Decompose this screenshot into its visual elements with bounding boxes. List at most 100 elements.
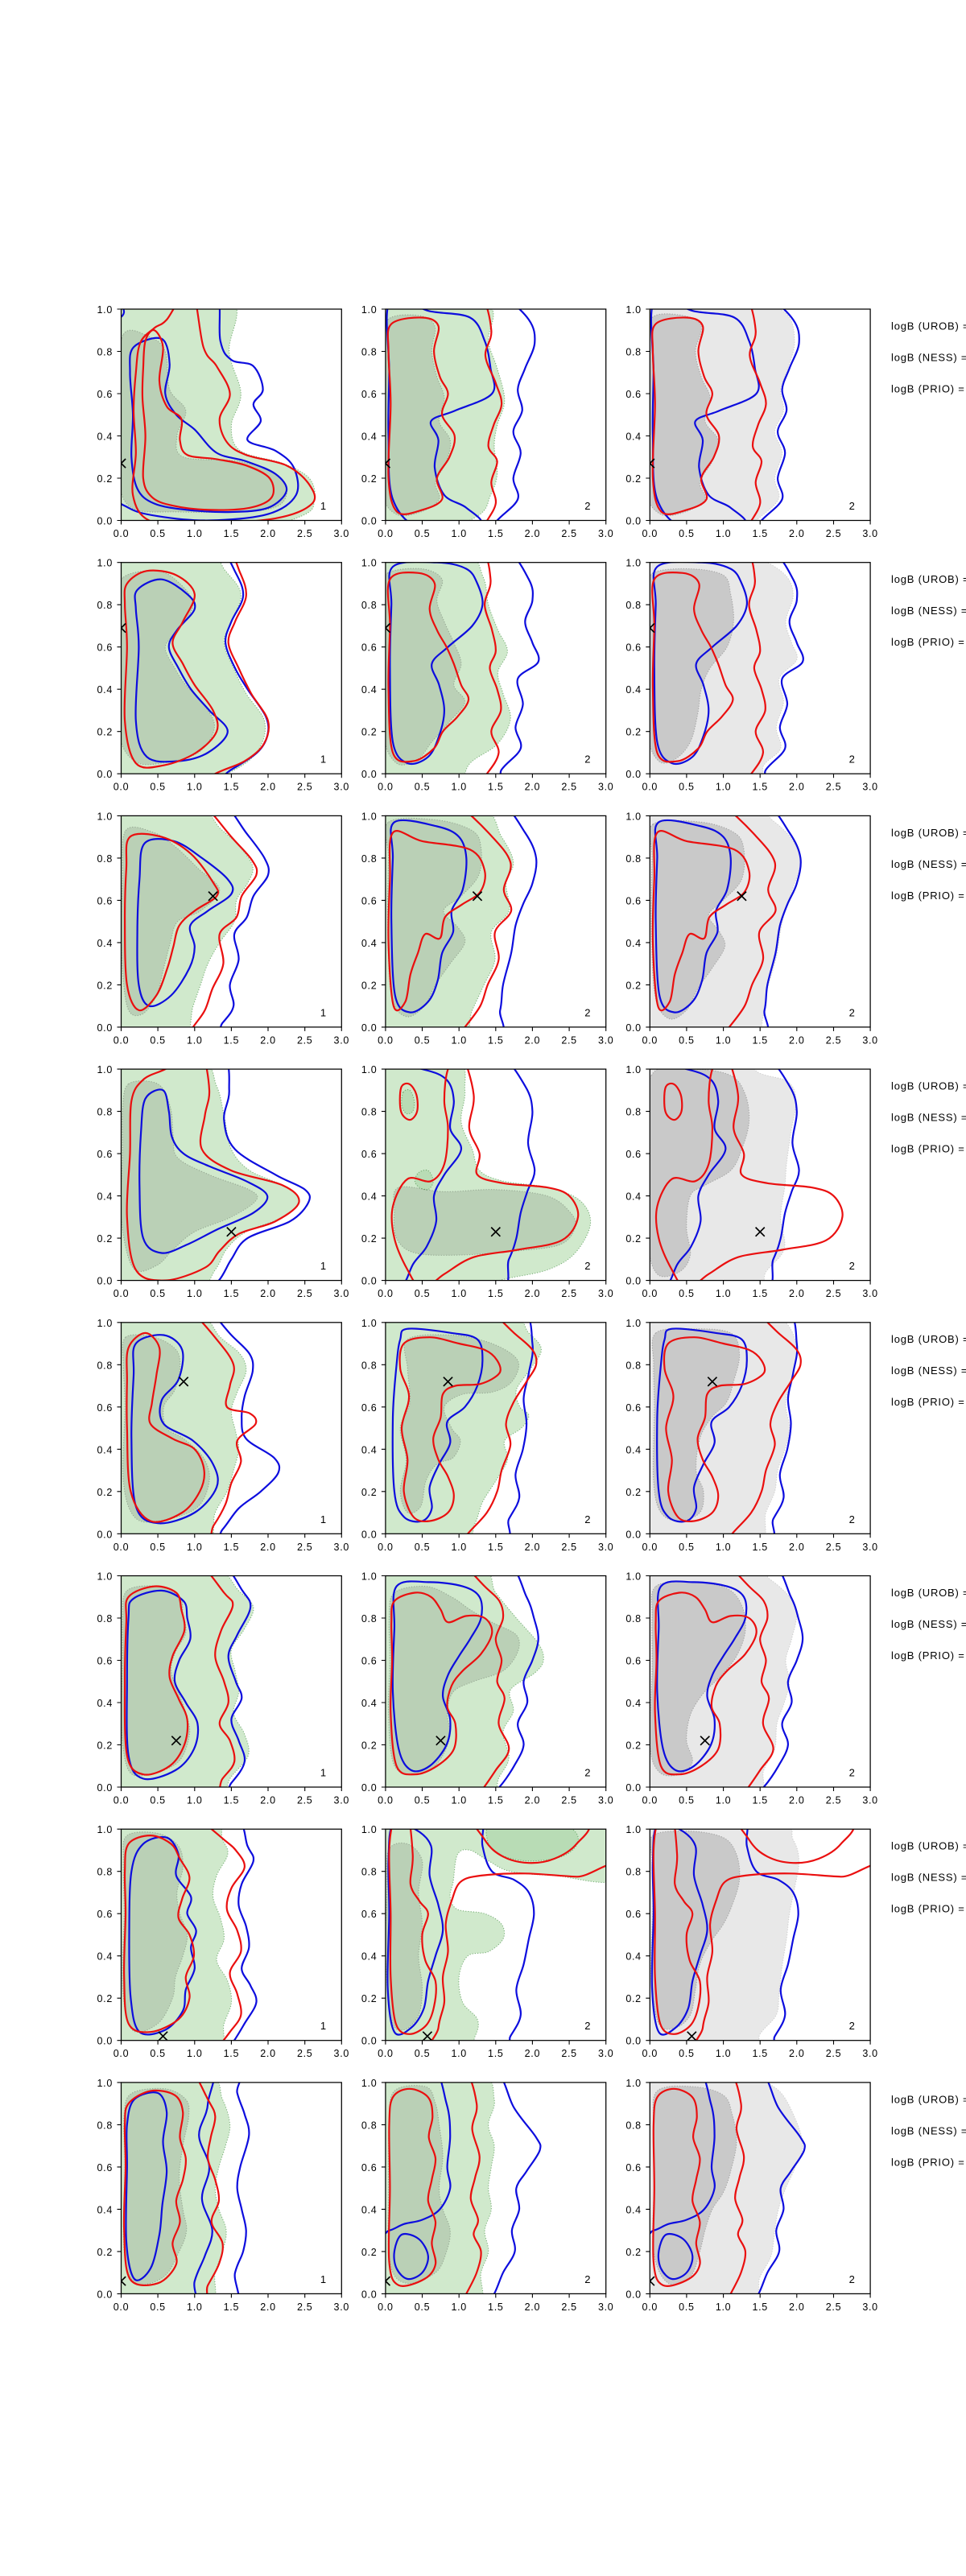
svg-text:0.5: 0.5	[679, 782, 694, 793]
svg-text:0.8: 0.8	[625, 600, 641, 611]
svg-text:2.5: 2.5	[561, 2048, 576, 2059]
svg-text:logB (NESS) = 1.27: logB (NESS) = 1.27	[891, 1872, 966, 1884]
svg-text:0.4: 0.4	[361, 1698, 377, 1709]
svg-text:0.0: 0.0	[642, 782, 658, 793]
svg-text:2: 2	[584, 1260, 590, 1272]
svg-text:0.8: 0.8	[361, 853, 377, 865]
svg-text:logB (UROB) = 0.62: logB (UROB) = 0.62	[891, 1840, 966, 1852]
svg-text:2.0: 2.0	[525, 1034, 540, 1046]
svg-text:3.0: 3.0	[334, 1795, 349, 1806]
svg-text:0.5: 0.5	[150, 2048, 165, 2059]
svg-text:0.4: 0.4	[625, 2204, 641, 2215]
svg-text:1.5: 1.5	[224, 528, 239, 539]
svg-text:1.0: 1.0	[361, 1571, 377, 1583]
svg-text:1: 1	[320, 2020, 326, 2032]
svg-text:0.8: 0.8	[97, 600, 113, 611]
svg-text:1.5: 1.5	[224, 2301, 239, 2313]
svg-text:2: 2	[849, 1767, 855, 1779]
svg-text:1.5: 1.5	[752, 528, 767, 539]
svg-text:3.0: 3.0	[598, 782, 613, 793]
svg-text:0.5: 0.5	[415, 1034, 430, 1046]
svg-text:1.0: 1.0	[361, 304, 377, 316]
svg-text:0.4: 0.4	[625, 684, 641, 696]
svg-text:2.0: 2.0	[260, 528, 275, 539]
svg-text:0.6: 0.6	[361, 2162, 377, 2174]
svg-text:1: 1	[320, 1513, 326, 1525]
svg-text:2.0: 2.0	[789, 528, 804, 539]
svg-text:0.8: 0.8	[625, 1867, 641, 1878]
svg-text:0.4: 0.4	[361, 684, 377, 696]
svg-text:0.5: 0.5	[150, 782, 165, 793]
svg-text:0.2: 0.2	[97, 1233, 113, 1245]
svg-text:0.2: 0.2	[97, 1740, 113, 1752]
svg-text:2: 2	[584, 1006, 590, 1018]
svg-text:0.0: 0.0	[114, 1288, 129, 1299]
svg-text:0.2: 0.2	[361, 1740, 377, 1752]
svg-text:2.5: 2.5	[297, 528, 312, 539]
svg-text:3.0: 3.0	[598, 2048, 613, 2059]
svg-text:0.8: 0.8	[625, 347, 641, 358]
svg-text:0.5: 0.5	[679, 1542, 694, 1553]
svg-text:0.2: 0.2	[361, 473, 377, 485]
svg-text:0.5: 0.5	[415, 1795, 430, 1806]
svg-text:0.0: 0.0	[378, 1034, 393, 1046]
svg-text:2.0: 2.0	[525, 1542, 540, 1553]
svg-text:2: 2	[584, 1513, 590, 1525]
svg-text:logB (NESS) = 1.27: logB (NESS) = 1.27	[891, 351, 966, 363]
svg-text:0.8: 0.8	[625, 2120, 641, 2131]
svg-text:1.5: 1.5	[752, 1034, 767, 1046]
svg-text:2.5: 2.5	[297, 1288, 312, 1299]
svg-text:2.5: 2.5	[826, 2048, 841, 2059]
svg-text:1.0: 1.0	[187, 2048, 202, 2059]
svg-text:1.0: 1.0	[716, 2048, 731, 2059]
svg-text:1.0: 1.0	[97, 304, 113, 316]
svg-text:2.0: 2.0	[260, 1542, 275, 1553]
svg-text:0.4: 0.4	[97, 431, 113, 443]
svg-text:2.5: 2.5	[561, 528, 576, 539]
svg-text:0.0: 0.0	[361, 1782, 377, 1794]
svg-text:0.0: 0.0	[378, 2048, 393, 2059]
svg-text:0.5: 0.5	[679, 528, 694, 539]
svg-text:0.5: 0.5	[679, 1288, 694, 1299]
svg-text:1.0: 1.0	[361, 2078, 377, 2089]
svg-text:0.0: 0.0	[97, 1276, 113, 1287]
svg-text:0.5: 0.5	[415, 1542, 430, 1553]
svg-text:3.0: 3.0	[862, 1542, 877, 1553]
svg-text:0.4: 0.4	[97, 938, 113, 949]
svg-text:0.4: 0.4	[361, 431, 377, 443]
svg-text:1.0: 1.0	[97, 1318, 113, 1329]
svg-text:2.0: 2.0	[260, 1034, 275, 1046]
svg-text:2.0: 2.0	[789, 2301, 804, 2313]
svg-text:3.0: 3.0	[862, 782, 877, 793]
svg-text:2.5: 2.5	[826, 1034, 841, 1046]
svg-text:1.0: 1.0	[187, 1542, 202, 1553]
svg-text:2.5: 2.5	[297, 1034, 312, 1046]
svg-text:0.6: 0.6	[625, 389, 641, 400]
svg-text:0.5: 0.5	[150, 528, 165, 539]
svg-text:0.6: 0.6	[361, 389, 377, 400]
svg-text:1.0: 1.0	[187, 782, 202, 793]
svg-text:1.0: 1.0	[451, 782, 466, 793]
svg-text:0.0: 0.0	[361, 2289, 377, 2300]
svg-text:1.0: 1.0	[361, 1064, 377, 1075]
svg-text:1.5: 1.5	[488, 1288, 503, 1299]
svg-text:0.4: 0.4	[625, 1191, 641, 1203]
svg-text:1.5: 1.5	[488, 2301, 503, 2313]
svg-text:2: 2	[584, 2020, 590, 2032]
svg-text:2.5: 2.5	[561, 782, 576, 793]
svg-text:logB (PRIO) = 0.94: logB (PRIO) = 0.94	[891, 636, 966, 648]
svg-text:0.0: 0.0	[625, 769, 641, 780]
svg-text:0.0: 0.0	[378, 1542, 393, 1553]
svg-text:logB (UROB) = 0.62: logB (UROB) = 0.62	[891, 1587, 966, 1599]
svg-text:0.0: 0.0	[97, 1782, 113, 1794]
svg-text:0.6: 0.6	[97, 895, 113, 906]
svg-text:1.5: 1.5	[752, 1542, 767, 1553]
svg-text:0.8: 0.8	[97, 853, 113, 865]
svg-text:0.2: 0.2	[361, 1993, 377, 2004]
svg-text:1.0: 1.0	[97, 1571, 113, 1583]
svg-text:0.8: 0.8	[97, 1867, 113, 1878]
svg-text:3.0: 3.0	[334, 782, 349, 793]
svg-text:logB (UROB) = 0.62: logB (UROB) = 0.62	[891, 1333, 966, 1345]
svg-text:1.0: 1.0	[716, 1542, 731, 1553]
svg-text:0.6: 0.6	[97, 1149, 113, 1160]
